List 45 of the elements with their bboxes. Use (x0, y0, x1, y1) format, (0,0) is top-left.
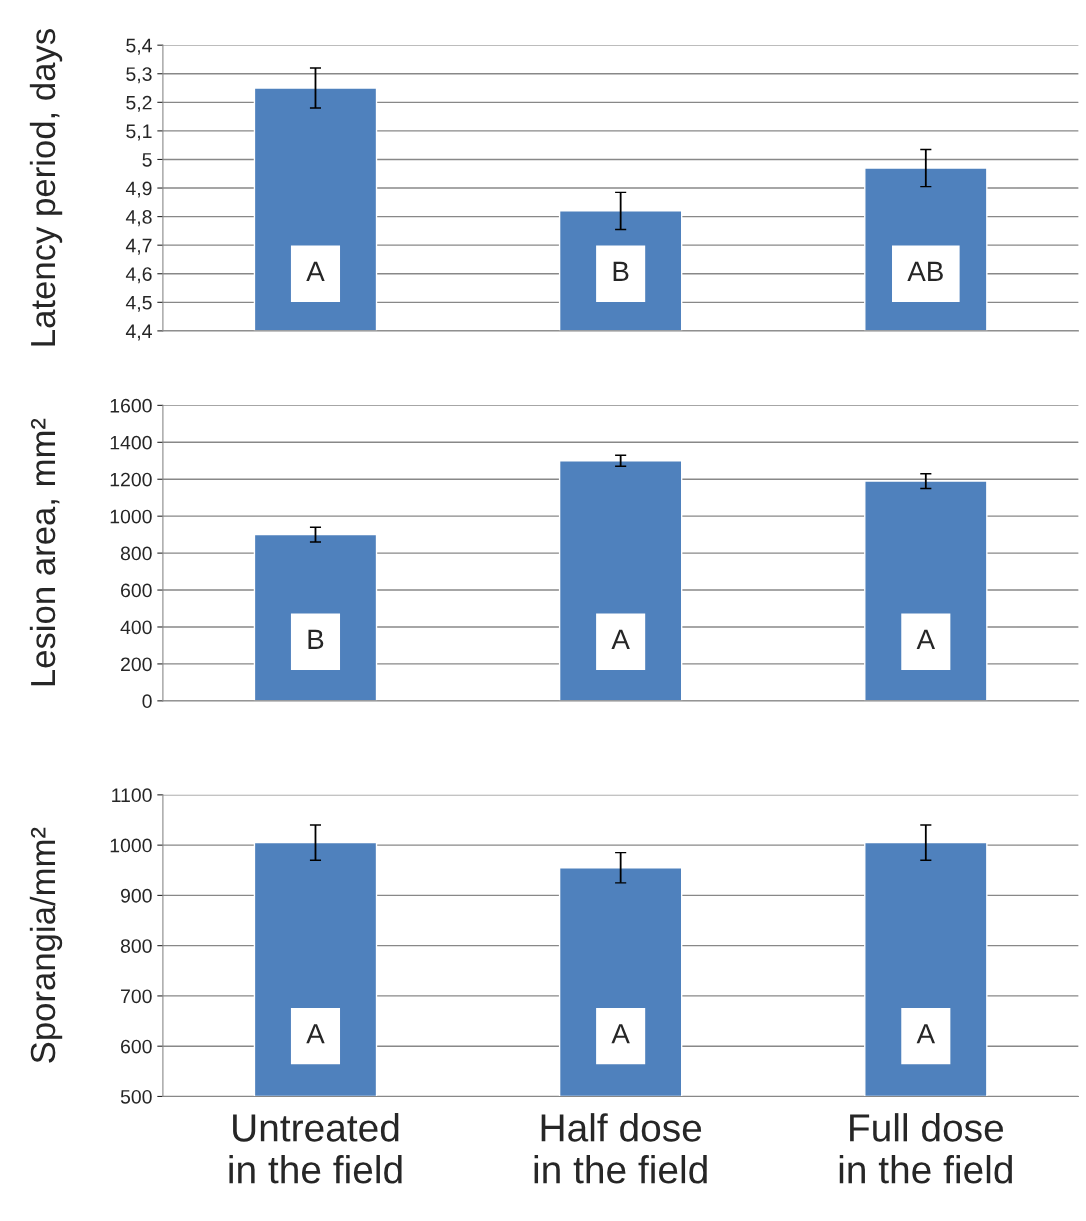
y-tick-label: 4,7 (125, 238, 152, 255)
y-axis-title: Lesion area, mm² (29, 418, 60, 686)
y-tick-label: 800 (120, 546, 152, 561)
y-tick-label: 5,1 (126, 124, 152, 141)
annotation: A (916, 1024, 936, 1044)
annotation: A (916, 629, 936, 649)
y-tick-label: 4,6 (125, 267, 152, 284)
y-tick-label: 0 (142, 694, 152, 709)
bar (558, 460, 683, 701)
annotation: A (611, 1024, 630, 1044)
y-tick-label: 900 (120, 888, 152, 903)
y-tick-label: 1600 (110, 398, 152, 413)
y-tick-label: 700 (121, 989, 152, 1004)
annotation: AB (907, 261, 943, 281)
y-tick-label: 800 (120, 939, 152, 953)
bar (253, 533, 378, 701)
bar (864, 480, 988, 701)
y-tick-label: 1200 (110, 472, 152, 487)
y-axis-title: Sporangia/mm² (29, 827, 63, 1063)
annotation: B (613, 261, 629, 281)
y-tick-label: 5,2 (126, 95, 152, 112)
y-tick-label: 1100 (112, 788, 152, 803)
annotation: A (306, 261, 325, 281)
y-tick-label: 4,8 (125, 210, 152, 227)
y-tick-label: 4,5 (125, 295, 152, 312)
annotation: A (611, 629, 630, 649)
annotation: B (308, 629, 324, 649)
x-tick-label: Full dose in the field (839, 1113, 1012, 1184)
annotation: A (306, 1024, 325, 1044)
y-tick-label: 1000 (110, 509, 152, 524)
y-tick-label: 5,4 (126, 38, 152, 55)
y-tick-label: 5,3 (126, 67, 152, 84)
y-tick-label: 4,9 (125, 181, 152, 198)
y-tick-label: 500 (120, 1089, 152, 1104)
y-tick-label: 200 (121, 657, 152, 672)
y-tick-label: 5 (142, 153, 152, 167)
y-tick-label: 600 (121, 1039, 152, 1054)
y-tick-label: 600 (121, 583, 152, 598)
y-tick-label: 1400 (110, 435, 152, 450)
x-tick-label: Untreated in the field (229, 1113, 402, 1184)
y-tick-label: 400 (120, 620, 152, 635)
y-tick-label: 4,4 (125, 324, 152, 341)
x-tick-label: Half dose in the field (534, 1113, 707, 1184)
y-tick-label: 1000 (110, 838, 152, 853)
y-axis-title: Latency period, days (29, 29, 63, 346)
